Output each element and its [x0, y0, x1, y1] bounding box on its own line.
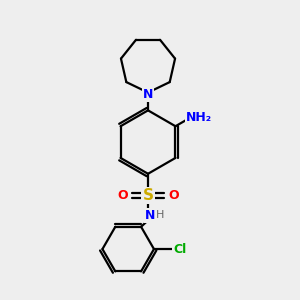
Text: H: H: [156, 210, 164, 220]
Text: NH₂: NH₂: [186, 111, 212, 124]
Text: Cl: Cl: [173, 243, 186, 256]
Text: N: N: [145, 209, 155, 222]
Text: O: O: [169, 189, 179, 202]
Text: N: N: [143, 88, 153, 101]
Text: S: S: [142, 188, 154, 203]
Text: O: O: [117, 189, 128, 202]
